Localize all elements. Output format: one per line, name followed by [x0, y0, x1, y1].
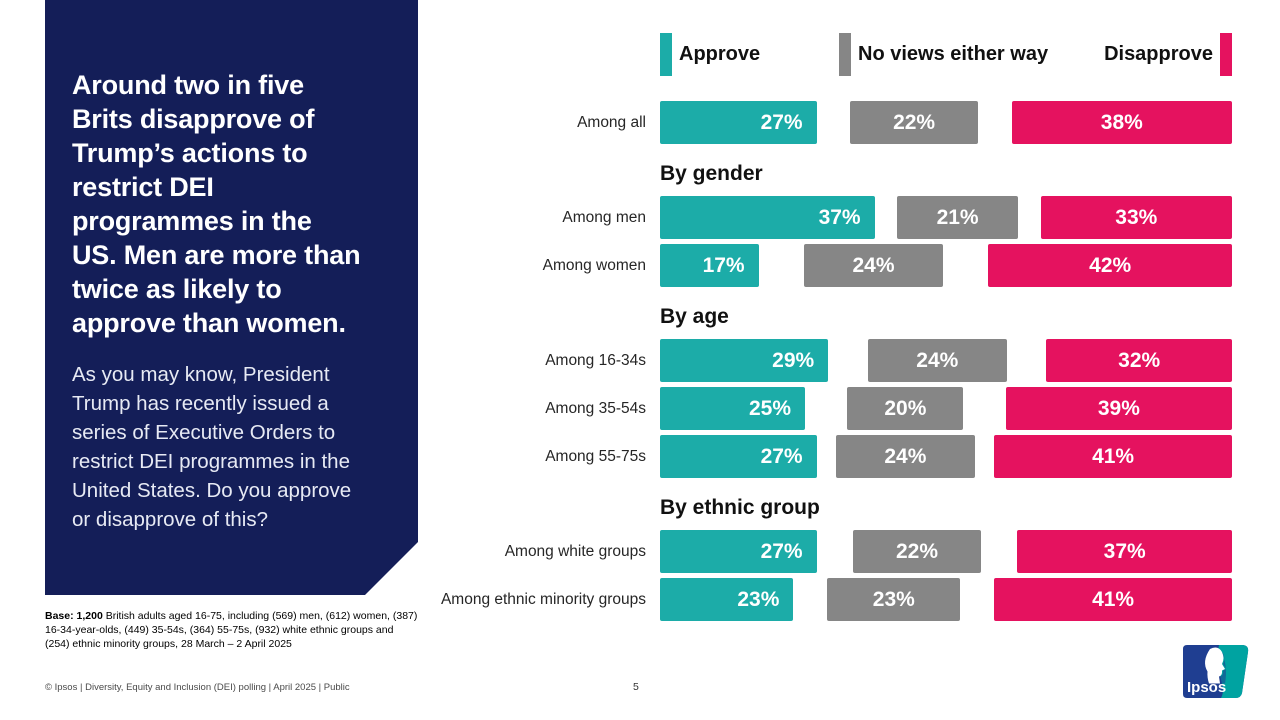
neutral-bar: 24%: [803, 244, 944, 287]
logo-profile-shadow-icon: [1220, 652, 1226, 684]
legend-item-approve: Approve: [660, 33, 760, 76]
disapprove-bar: 41%: [994, 578, 1232, 621]
neutral-bar: 22%: [853, 530, 981, 573]
disapprove-bar: 32%: [1046, 339, 1232, 382]
base-note: Base: 1,200 British adults aged 16-75, i…: [45, 609, 420, 651]
neutral-bar: 20%: [847, 387, 964, 430]
approve-bar: 27%: [660, 530, 817, 573]
row-label: Among 55-75s: [545, 447, 646, 465]
approve-bar: 37%: [660, 196, 875, 239]
approve-bar: 25%: [660, 387, 805, 430]
approve-bar: 29%: [660, 339, 829, 382]
headline-panel: Around two in five Brits disapprove of T…: [45, 0, 418, 595]
disapprove-swatch-icon: [1220, 33, 1232, 76]
survey-question: As you may know, President Trump has rec…: [72, 363, 352, 531]
disapprove-bar: 33%: [1040, 196, 1232, 239]
neutral-bar: 24%: [835, 435, 975, 478]
neutral-bar: 23%: [827, 578, 961, 621]
approve-bar: 27%: [660, 101, 817, 144]
row-label: Among all: [577, 113, 646, 131]
row-label: Among 35-54s: [545, 399, 646, 417]
section-header: By age: [660, 305, 729, 328]
slide-title: Around two in five Brits disapprove of T…: [72, 70, 361, 338]
base-note-text: British adults aged 16-75, including (56…: [45, 610, 418, 650]
approve-bar: 23%: [660, 578, 794, 621]
neutral-bar: 24%: [867, 339, 1007, 382]
disapprove-bar: 41%: [994, 435, 1232, 478]
legend-label: Disapprove: [1104, 43, 1213, 65]
disapprove-bar: 42%: [988, 244, 1232, 287]
page-number: 5: [633, 681, 639, 693]
row-label: Among men: [562, 208, 646, 226]
footer-copyright: © Ipsos | Diversity, Equity and Inclusio…: [45, 682, 350, 693]
section-header: By gender: [660, 162, 763, 185]
section-header: By ethnic group: [660, 496, 820, 519]
legend-item-neutral: No views either way: [839, 33, 1048, 76]
chart: Approve No views either way Disapprove A…: [440, 0, 1232, 660]
disapprove-bar: 38%: [1011, 101, 1232, 144]
disapprove-bar: 39%: [1005, 387, 1232, 430]
row-label: Among ethnic minority groups: [440, 590, 646, 608]
approve-bar: 27%: [660, 435, 817, 478]
ipsos-logo: Ipsos: [1183, 645, 1249, 698]
chart-legend: Approve No views either way Disapprove: [440, 33, 1232, 76]
base-note-bold: Base: 1,200: [45, 610, 103, 622]
disapprove-bar: 37%: [1017, 530, 1232, 573]
neutral-swatch-icon: [839, 33, 851, 76]
approve-swatch-icon: [660, 33, 672, 76]
approve-bar: 17%: [660, 244, 759, 287]
row-label: Among white groups: [504, 542, 646, 560]
legend-label: Approve: [679, 43, 761, 65]
legend-label: No views either way: [858, 43, 1049, 65]
row-label: Among women: [542, 256, 646, 274]
neutral-bar: 22%: [850, 101, 978, 144]
neutral-bar: 21%: [896, 196, 1019, 239]
logo-wordmark: Ipsos: [1187, 679, 1226, 696]
logo-profile-icon: [1205, 647, 1225, 684]
row-label: Among 16-34s: [545, 351, 646, 369]
logo-teal-shape: [1217, 645, 1249, 698]
legend-item-disapprove: Disapprove: [1104, 33, 1232, 76]
